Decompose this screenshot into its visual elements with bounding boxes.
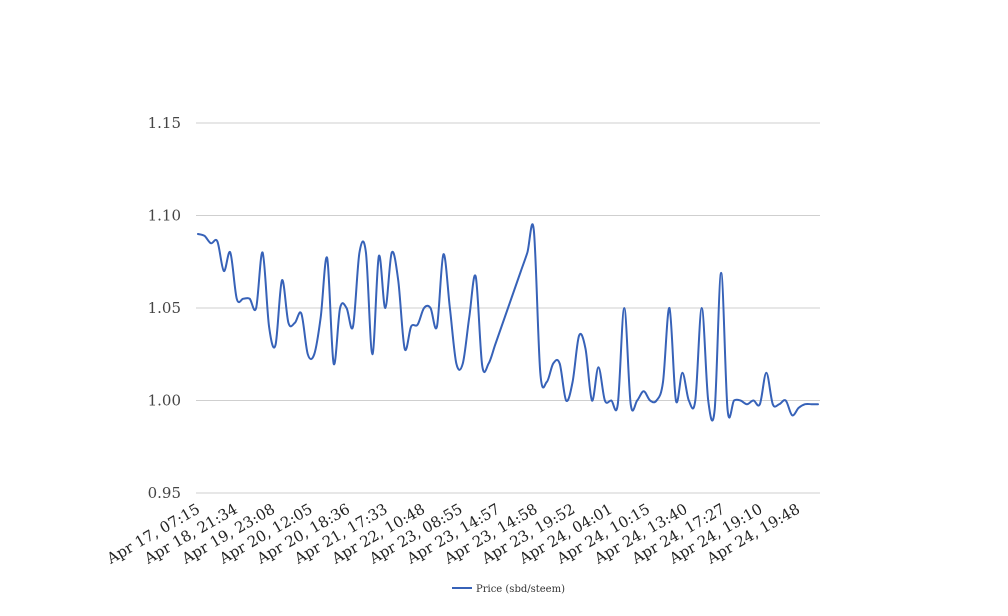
legend-label-price: Price (sbd/steem) bbox=[476, 584, 565, 595]
y-tick-label: 1.10 bbox=[148, 207, 181, 225]
y-tick-label: 1.15 bbox=[148, 114, 181, 132]
legend[interactable]: Price (sbd/steem) bbox=[452, 584, 565, 595]
y-tick-label: 0.95 bbox=[148, 484, 181, 502]
y-axis-tick-labels: 0.95 1.00 1.05 1.10 1.15 bbox=[148, 114, 181, 502]
y-tick-label: 1.05 bbox=[148, 299, 181, 317]
series-line-price bbox=[197, 223, 819, 422]
y-tick-label: 1.00 bbox=[148, 392, 181, 410]
